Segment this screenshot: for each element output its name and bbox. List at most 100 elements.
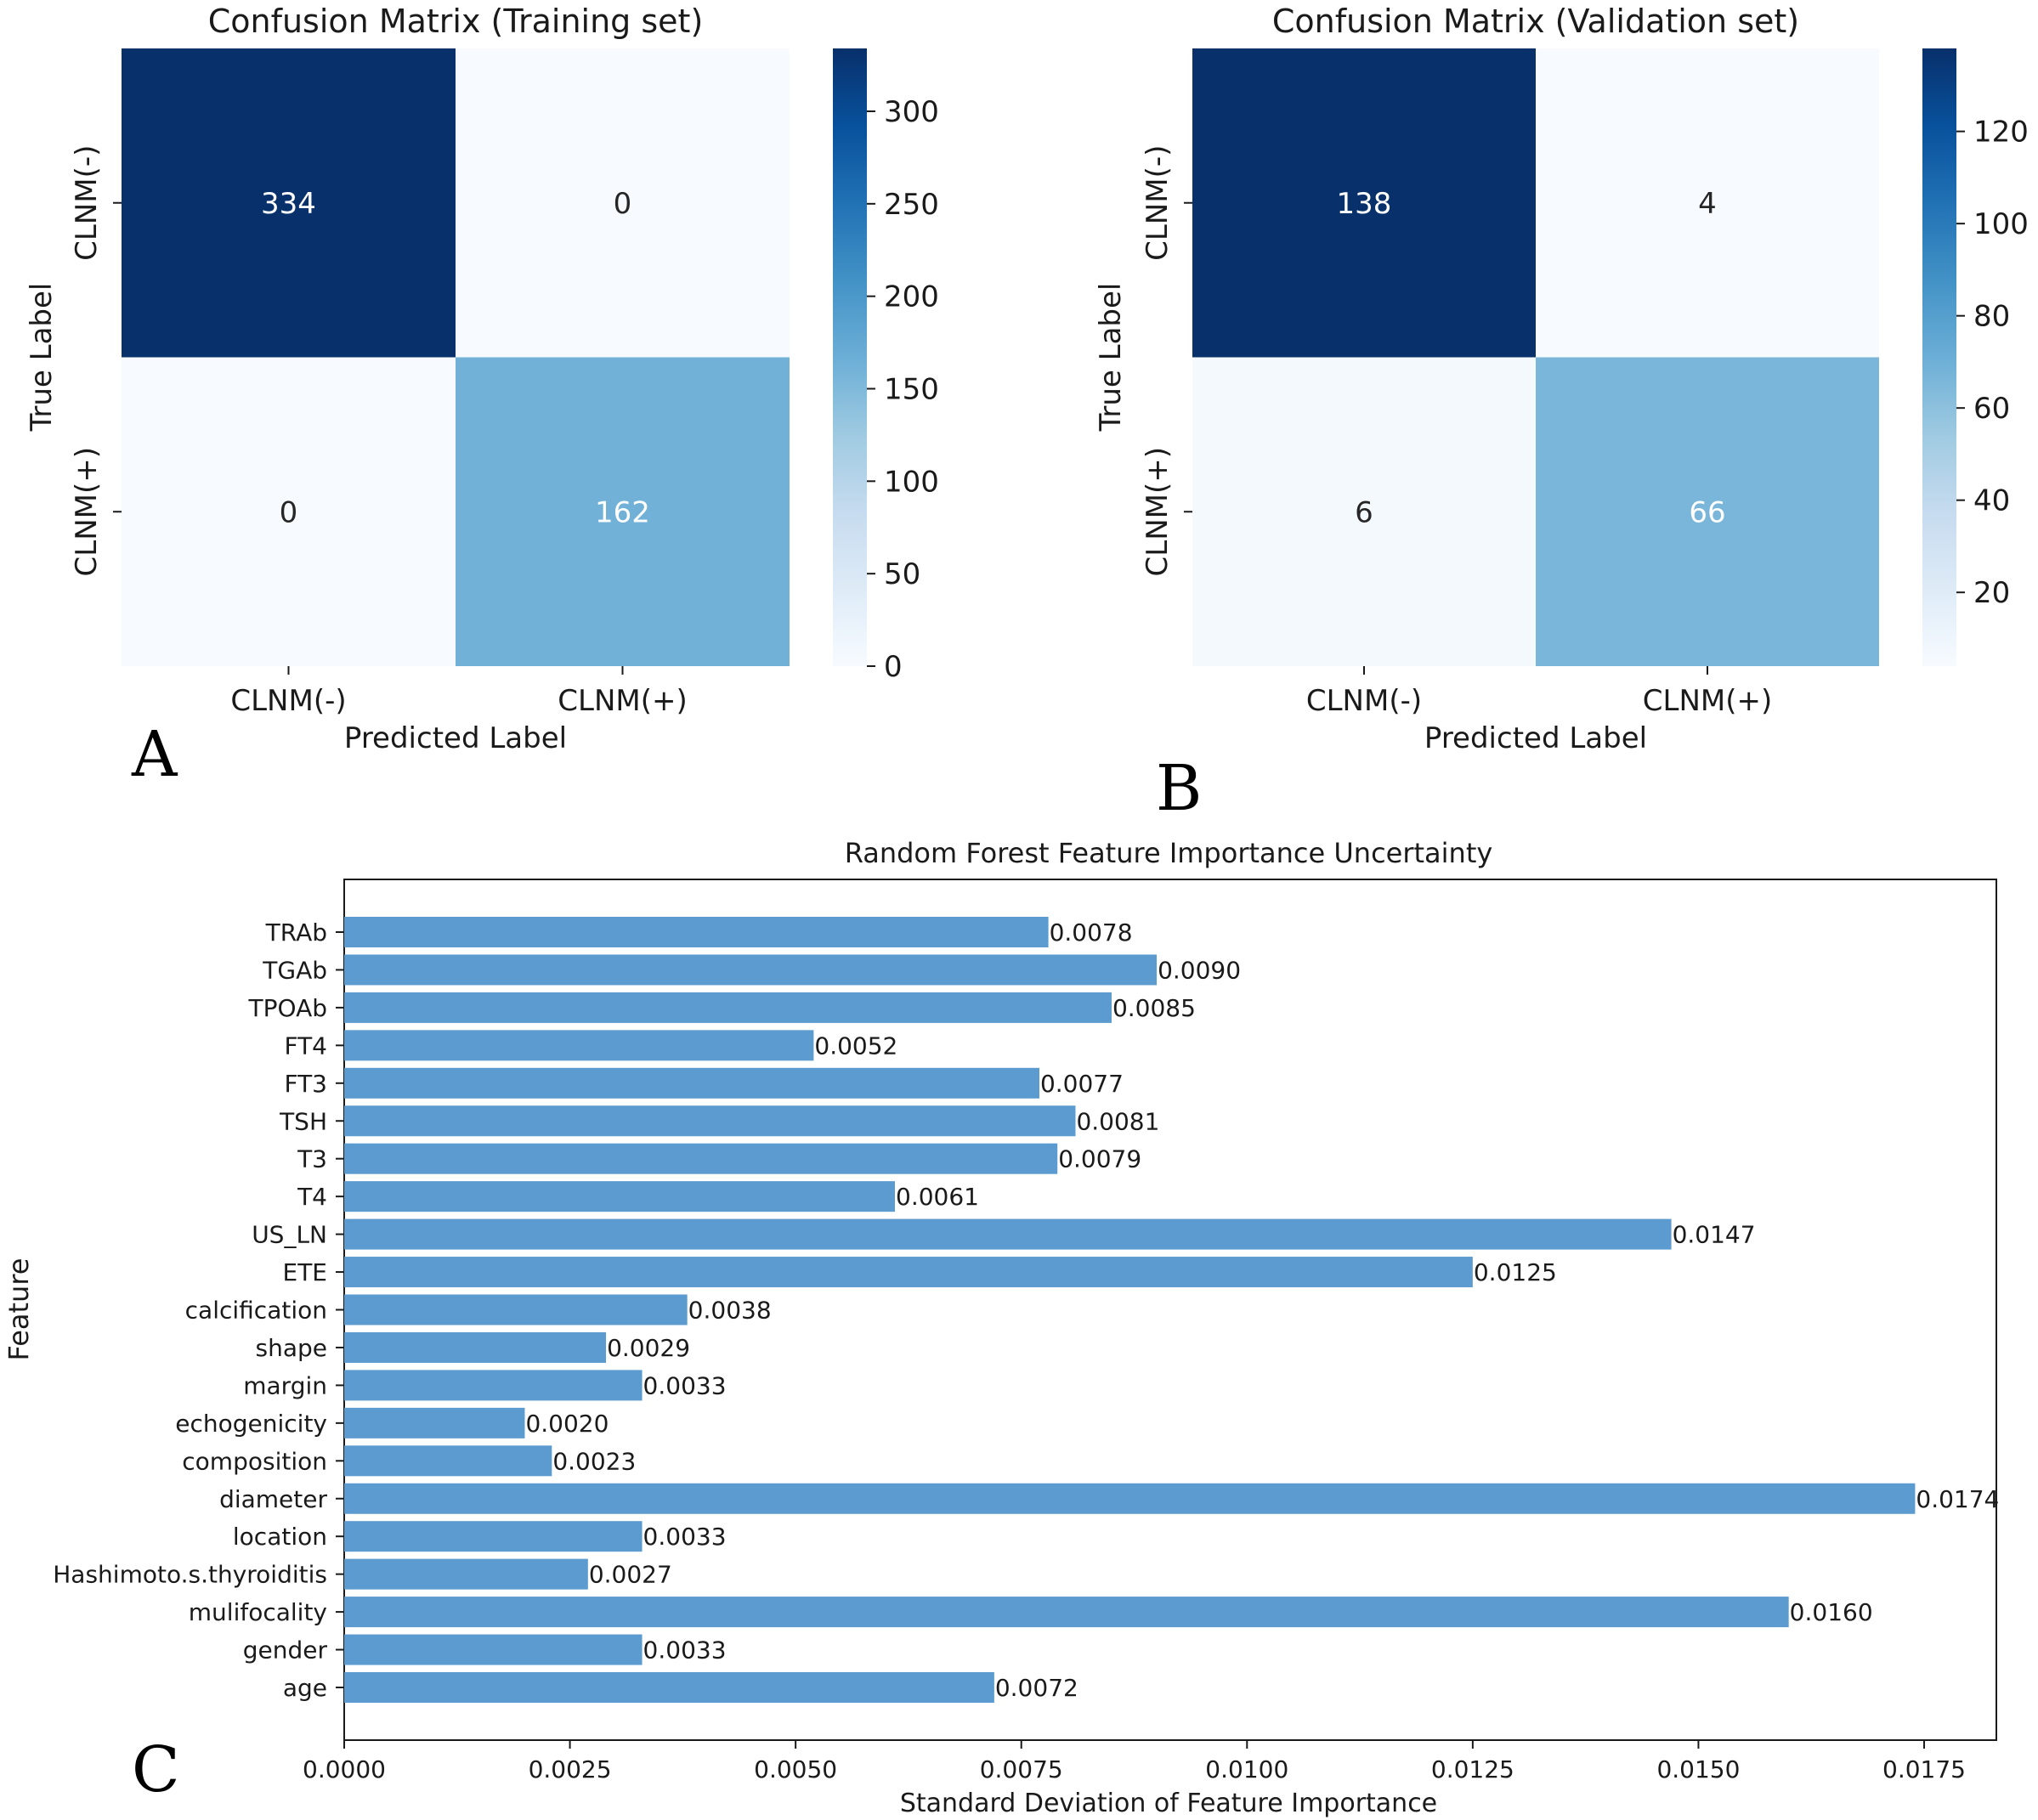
- x-tick-label: 0.0125: [1431, 1755, 1514, 1783]
- y-tick-label: margin: [243, 1371, 327, 1399]
- bar-value-label: 0.0033: [643, 1371, 727, 1399]
- x-tick-label: 0.0100: [1205, 1755, 1288, 1783]
- bar-value-label: 0.0081: [1076, 1107, 1159, 1135]
- bar: [344, 1445, 552, 1477]
- y-axis-label: Feature: [3, 1258, 35, 1361]
- y-tick-label: echogenicity: [175, 1410, 327, 1438]
- heatmap-cell: [456, 48, 790, 358]
- bar: [344, 1521, 643, 1552]
- colorbar-tick-label: 150: [884, 373, 939, 407]
- y-axis-label: True Label: [1094, 283, 1128, 432]
- bar: [344, 1597, 1789, 1628]
- bar-value-label: 0.0078: [1050, 918, 1133, 947]
- bar: [344, 1294, 688, 1325]
- bar: [344, 1105, 1076, 1137]
- y-tick-label: diameter: [219, 1485, 327, 1513]
- bar: [344, 1407, 525, 1438]
- bar-value-label: 0.0174: [1916, 1485, 1999, 1513]
- bar-value-label: 0.0027: [589, 1561, 672, 1589]
- y-tick-label: CLNM(-): [1141, 145, 1175, 261]
- x-tick-label: 0.0175: [1882, 1755, 1966, 1783]
- bar: [344, 1143, 1058, 1174]
- bar: [344, 992, 1112, 1023]
- y-tick-label: T4: [297, 1183, 327, 1211]
- bar: [344, 1331, 607, 1363]
- y-tick-label: age: [283, 1674, 327, 1702]
- colorbar: [1922, 48, 1956, 666]
- y-tick-label: FT4: [284, 1032, 327, 1060]
- y-tick-label: FT3: [284, 1070, 327, 1098]
- bar-value-label: 0.0023: [552, 1447, 636, 1475]
- bar-value-label: 0.0038: [688, 1297, 772, 1325]
- bar-value-label: 0.0125: [1474, 1258, 1557, 1286]
- y-tick-label: TPOAb: [248, 994, 327, 1022]
- colorbar: [833, 48, 867, 666]
- heatmap-cell: [456, 357, 790, 666]
- cell-value-label: 334: [261, 187, 316, 221]
- y-tick-label: composition: [182, 1447, 327, 1475]
- x-axis-label: Standard Deviation of Feature Importance: [900, 1789, 1437, 1818]
- bar-value-label: 0.0147: [1673, 1221, 1756, 1249]
- y-tick-label: location: [233, 1523, 327, 1551]
- y-tick-label: shape: [256, 1334, 328, 1362]
- heatmap-cell: [1536, 357, 1879, 666]
- heatmap-cell: [122, 357, 456, 666]
- colorbar-tick-label: 50: [884, 557, 920, 591]
- bar-value-label: 0.0033: [643, 1523, 727, 1551]
- bar: [344, 1181, 895, 1212]
- bar-value-label: 0.0085: [1112, 994, 1196, 1022]
- bar-value-label: 0.0020: [525, 1410, 609, 1438]
- colorbar-tick-label: 80: [1973, 300, 2010, 334]
- chart-title: Confusion Matrix (Training set): [208, 3, 704, 40]
- bar: [344, 1067, 1039, 1099]
- y-tick-label: gender: [243, 1636, 328, 1665]
- cell-value-label: 66: [1689, 495, 1725, 529]
- x-tick-label: 0.0050: [754, 1755, 837, 1783]
- y-tick-label: TSH: [279, 1107, 327, 1135]
- y-tick-label: US_LN: [252, 1221, 327, 1249]
- bar: [344, 1634, 643, 1665]
- bar: [344, 1483, 1916, 1514]
- bar: [344, 1218, 1672, 1250]
- colorbar-tick-label: 0: [884, 650, 903, 684]
- y-tick-label: TGAb: [262, 956, 327, 984]
- colorbar-tick-label: 60: [1973, 392, 2010, 426]
- y-axis-label: True Label: [25, 283, 59, 432]
- bar: [344, 1370, 643, 1401]
- bar: [344, 954, 1158, 986]
- x-tick-label: 0.0150: [1656, 1755, 1740, 1783]
- bar-value-label: 0.0061: [896, 1183, 979, 1211]
- colorbar-tick-label: 200: [884, 280, 939, 314]
- heatmap-cell: [122, 48, 456, 358]
- feature-importance-bar-chart: Random Forest Feature Importance Uncerta…: [3, 837, 1999, 1818]
- validation-confusion-matrix: Confusion Matrix (Validation set) 138 46 6…: [1094, 3, 2029, 755]
- colorbar-tick-label: 120: [1973, 116, 2029, 150]
- colorbar-tick-label: 40: [1973, 484, 2010, 518]
- bar-value-label: 0.0072: [995, 1674, 1078, 1702]
- y-tick-label: CLNM(-): [70, 145, 104, 261]
- bar-value-label: 0.0160: [1790, 1598, 1873, 1626]
- x-tick-label: 0.0075: [980, 1755, 1063, 1783]
- x-tick-label: CLNM(-): [1306, 684, 1422, 718]
- heatmap-cell: [1192, 357, 1536, 666]
- bar-value-label: 0.0079: [1058, 1145, 1141, 1173]
- bar: [344, 1257, 1473, 1288]
- colorbar-tick-label: 100: [884, 465, 939, 499]
- bar: [344, 1672, 994, 1703]
- y-tick-label: CLNM(+): [70, 447, 104, 576]
- x-tick-label: 0.0000: [303, 1755, 386, 1783]
- y-tick-label: Hashimoto.s.thyroiditis: [53, 1561, 327, 1589]
- chart-title: Random Forest Feature Importance Uncerta…: [845, 837, 1493, 869]
- cell-value-label: 4: [1698, 187, 1717, 221]
- bar: [344, 917, 1049, 947]
- bar: [344, 1558, 588, 1590]
- colorbar-tick-label: 20: [1973, 576, 2010, 610]
- colorbar-tick-label: 100: [1973, 207, 2029, 241]
- y-tick-label: ETE: [283, 1258, 328, 1286]
- bar-value-label: 0.0029: [607, 1334, 690, 1362]
- panel-label-c: C: [132, 1733, 180, 1806]
- y-tick-label: CLNM(+): [1141, 447, 1175, 576]
- x-tick-label: CLNM(+): [1643, 684, 1772, 718]
- chart-title: Confusion Matrix (Validation set): [1272, 3, 1799, 40]
